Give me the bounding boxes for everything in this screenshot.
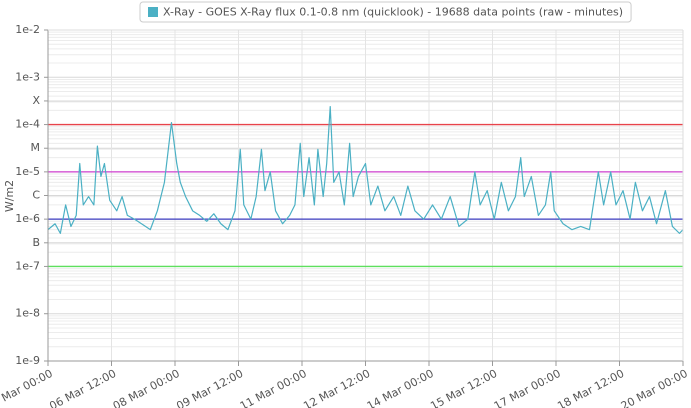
y-tick-label: 1e-9 [15,354,40,367]
y-tick-label: 1e-7 [15,259,40,272]
y-tick-label: 1e-5 [15,165,40,178]
y-tick-label: M [31,141,41,154]
y-tick-label: C [32,189,40,202]
y-tick-label: B [32,236,40,249]
legend[interactable]: X-Ray - GOES X-Ray flux 0.1-0.8 nm (quic… [139,1,632,23]
legend-label: X-Ray - GOES X-Ray flux 0.1-0.8 nm (quic… [163,6,623,19]
legend-swatch [148,7,158,17]
y-tick-label: 1e-8 [15,307,40,320]
series-line [47,105,684,234]
y-tick-label: X [32,94,40,107]
y-tick-label: 1e-4 [15,118,40,131]
grid [47,29,684,362]
plot [47,105,684,234]
y-tick-label: 1e-3 [15,70,40,83]
y-axis-label: W/m2 [3,180,16,212]
legend-item[interactable]: X-Ray - GOES X-Ray flux 0.1-0.8 nm (quic… [139,1,632,23]
y-tick-label: 1e-2 [15,23,40,36]
y-tick-label: 1e-6 [15,212,40,225]
legend-box [139,1,632,23]
